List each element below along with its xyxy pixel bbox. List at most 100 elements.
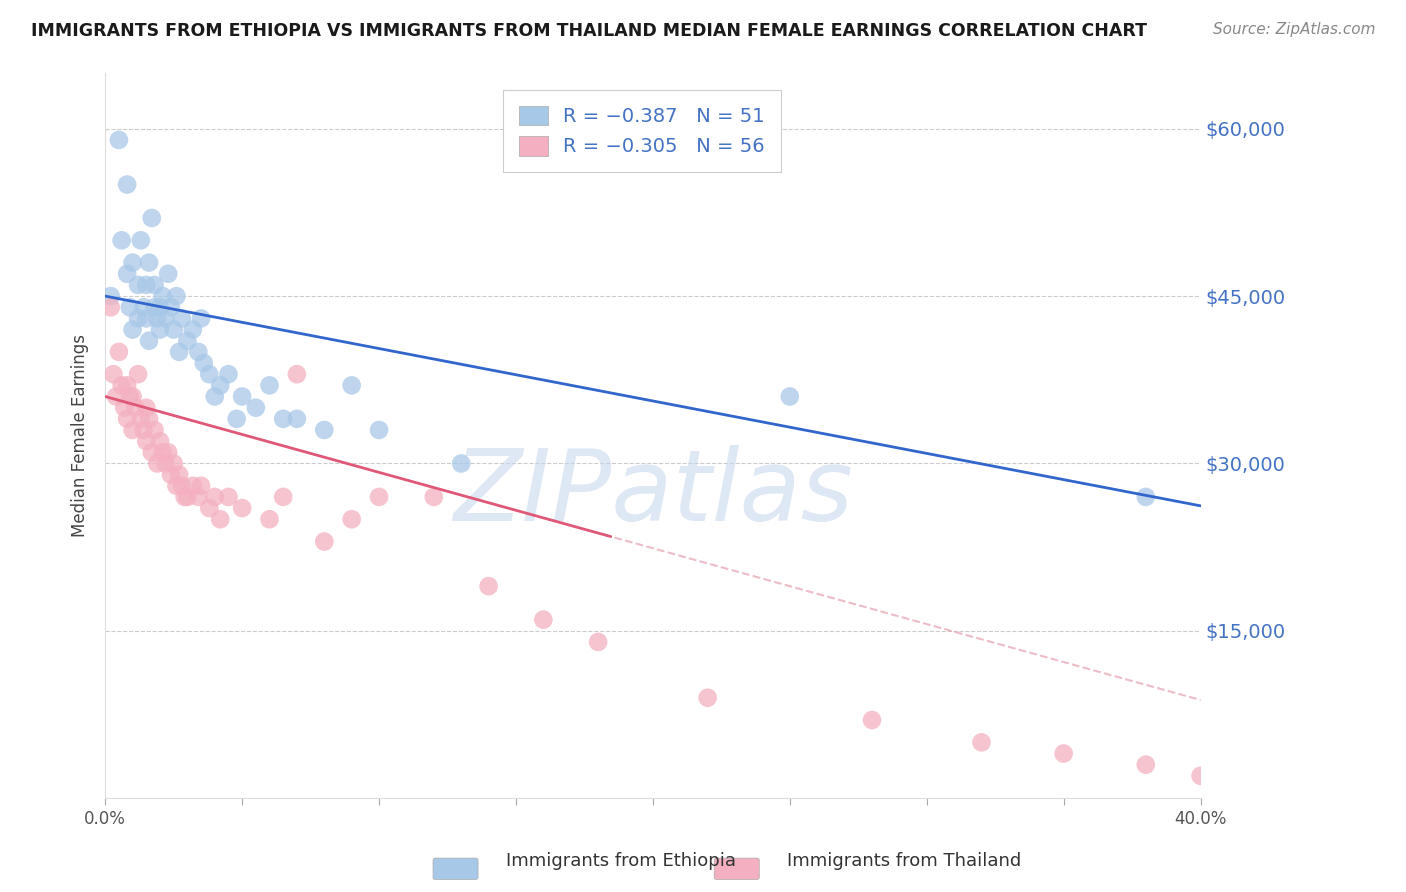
Point	[138, 412, 160, 426]
Point	[108, 133, 131, 147]
Point	[135, 401, 157, 415]
Point	[108, 344, 131, 359]
Point	[146, 457, 169, 471]
Text: Immigrants from Thailand: Immigrants from Thailand	[787, 852, 1022, 870]
Point	[198, 368, 221, 382]
Point	[450, 457, 472, 471]
Point	[121, 322, 143, 336]
Point	[176, 490, 198, 504]
Point	[209, 512, 232, 526]
Point	[340, 378, 363, 392]
Point	[368, 490, 391, 504]
Point	[127, 311, 149, 326]
Point	[112, 401, 135, 415]
Point	[198, 501, 221, 516]
Point	[152, 289, 174, 303]
Point	[100, 300, 122, 314]
Point	[143, 300, 166, 314]
Point	[181, 322, 204, 336]
Point	[314, 534, 336, 549]
Point	[187, 490, 209, 504]
Point	[138, 334, 160, 348]
Point	[190, 479, 212, 493]
Point	[860, 713, 883, 727]
Point	[170, 479, 193, 493]
Point	[141, 445, 163, 459]
Point	[314, 423, 336, 437]
Point	[779, 390, 801, 404]
Point	[271, 412, 294, 426]
Point	[105, 390, 128, 404]
Point	[285, 412, 308, 426]
Point	[100, 289, 122, 303]
Point	[231, 501, 253, 516]
Point	[970, 735, 993, 749]
Point	[285, 368, 308, 382]
Point	[170, 311, 193, 326]
Text: Source: ZipAtlas.com: Source: ZipAtlas.com	[1212, 22, 1375, 37]
Point	[181, 479, 204, 493]
Point	[217, 368, 239, 382]
Point	[193, 356, 215, 370]
Y-axis label: Median Female Earnings: Median Female Earnings	[72, 334, 89, 537]
Point	[143, 277, 166, 292]
Point	[190, 311, 212, 326]
Point	[157, 445, 180, 459]
Point	[157, 267, 180, 281]
Point	[124, 401, 146, 415]
Point	[149, 434, 172, 449]
Point	[368, 423, 391, 437]
Point	[204, 490, 226, 504]
Point	[127, 368, 149, 382]
Text: IMMIGRANTS FROM ETHIOPIA VS IMMIGRANTS FROM THAILAND MEDIAN FEMALE EARNINGS CORR: IMMIGRANTS FROM ETHIOPIA VS IMMIGRANTS F…	[31, 22, 1147, 40]
Point	[259, 378, 281, 392]
Point	[132, 300, 155, 314]
Point	[340, 512, 363, 526]
Text: Immigrants from Ethiopia: Immigrants from Ethiopia	[506, 852, 737, 870]
Point	[135, 311, 157, 326]
Point	[167, 467, 190, 482]
Point	[115, 412, 138, 426]
Point	[149, 322, 172, 336]
Point	[149, 300, 172, 314]
Point	[129, 233, 152, 247]
Point	[176, 334, 198, 348]
Point	[165, 479, 187, 493]
Point	[165, 289, 187, 303]
Point	[103, 368, 125, 382]
Point	[135, 434, 157, 449]
Point	[132, 423, 155, 437]
Point	[1189, 769, 1212, 783]
Point	[586, 635, 609, 649]
Point	[1135, 757, 1157, 772]
Point	[118, 390, 141, 404]
Point	[160, 467, 183, 482]
Point	[1135, 490, 1157, 504]
Text: ZIPatlas: ZIPatlas	[453, 445, 853, 542]
Point	[127, 277, 149, 292]
Point	[225, 412, 247, 426]
Point	[531, 613, 554, 627]
Point	[209, 378, 232, 392]
Point	[146, 311, 169, 326]
Point	[152, 445, 174, 459]
Point	[187, 344, 209, 359]
Point	[478, 579, 501, 593]
Point	[423, 490, 446, 504]
Point	[121, 255, 143, 269]
Point	[231, 390, 253, 404]
Point	[155, 311, 177, 326]
Point	[129, 412, 152, 426]
Point	[115, 178, 138, 192]
Point	[163, 322, 186, 336]
Point	[245, 401, 267, 415]
Point	[204, 390, 226, 404]
Point	[155, 457, 177, 471]
Point	[143, 423, 166, 437]
Point	[135, 277, 157, 292]
Point	[173, 490, 195, 504]
Point	[115, 267, 138, 281]
Point	[111, 378, 134, 392]
Point	[111, 233, 134, 247]
Point	[138, 255, 160, 269]
